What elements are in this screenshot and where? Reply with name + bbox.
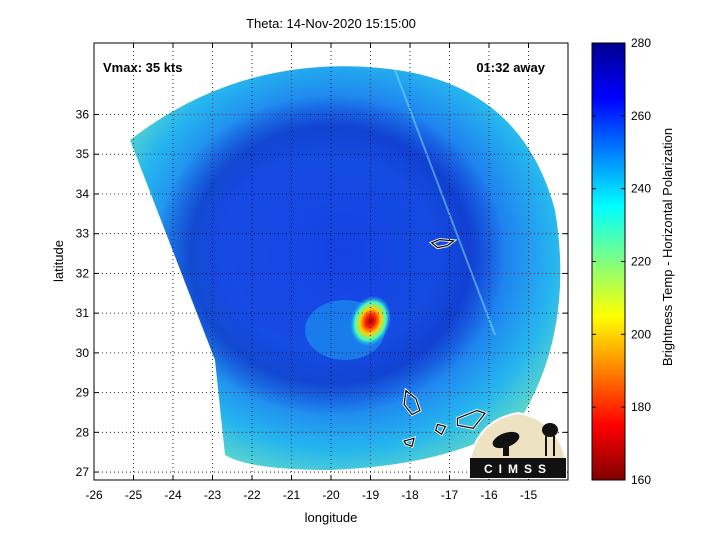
y-tick-label-29: 29 [76, 386, 90, 400]
vmax-annotation: Vmax: 35 kts [103, 60, 183, 75]
island-4 [456, 409, 486, 430]
x-tick-label-neg15: -15 [520, 488, 538, 502]
colorbar-tick-label-180: 180 [631, 400, 651, 414]
y-tick-label-32: 32 [76, 266, 90, 280]
water-tower-icon [542, 423, 558, 456]
x-tick-label-neg26: -26 [85, 488, 103, 502]
x-tick-label-neg20: -20 [322, 488, 340, 502]
x-tick-label-neg17: -17 [441, 488, 459, 502]
y-tick-label-27: 27 [76, 465, 90, 479]
x-tick-label-neg18: -18 [401, 488, 419, 502]
colorbar-tick-label-200: 200 [631, 327, 651, 341]
colorbar-tick-label-160: 160 [631, 473, 651, 487]
x-tick-label-neg21: -21 [283, 488, 301, 502]
y-tick-label-34: 34 [76, 187, 90, 201]
storm-core-mark [349, 295, 392, 347]
x-tick-label-neg23: -23 [204, 488, 222, 502]
colorbar-tick-label-220: 220 [631, 255, 651, 269]
colorbar-tick-label-260: 260 [631, 109, 651, 123]
y-axis-label: latitude [51, 240, 66, 282]
y-tick-label-36: 36 [76, 108, 90, 122]
colorbar-ticks: 160 180 200 220 240 260 280 [592, 36, 651, 487]
colorbar-label: Brightness Temp - Horizontal Polarizatio… [660, 128, 675, 366]
x-tick-label-neg25: -25 [125, 488, 143, 502]
x-axis-label: longitude [305, 510, 358, 525]
dish-icon [492, 431, 520, 456]
storm-core [349, 295, 392, 347]
y-tick-label-33: 33 [76, 227, 90, 241]
colorbar-gradient [591, 42, 626, 481]
x-tick-label-neg24: -24 [164, 488, 182, 502]
swath-image [130, 66, 561, 470]
coastlines [401, 238, 488, 449]
island-1 [430, 238, 456, 249]
plot-area: -26 -25 -24 -23 -22 -21 -20 -19 -18 -17 -16 -15 272… [76, 42, 569, 502]
x-tick-label-neg19: -19 [362, 488, 380, 502]
away-annotation: 01:32 away [476, 60, 545, 75]
x-tick-label-neg22: -22 [243, 488, 261, 502]
colorbar-tick-label-280: 280 [631, 36, 651, 50]
cimss-logo: CIMSS [469, 411, 567, 479]
x-axis: -26 -25 -24 -23 -22 -21 -20 -19 -18 -17 -16 -15 [85, 43, 537, 502]
logo-text: CIMSS [484, 462, 552, 476]
y-axis: 27 28 29 30 31 32 33 34 35 36 [76, 108, 568, 479]
chart-title: Theta: 14-Nov-2020 15:15:00 [246, 16, 416, 31]
y-tick-label-35: 35 [76, 147, 90, 161]
y-tick-label-31: 31 [76, 306, 90, 320]
island-5 [403, 437, 415, 447]
y-tick-label-30: 30 [76, 346, 90, 360]
colorbar: 160 180 200 220 240 260 280 Brightness Temp - … [591, 36, 675, 487]
colorbar-tick-label-240: 240 [631, 182, 651, 196]
island-3 [434, 423, 447, 436]
y-tick-label-28: 28 [76, 425, 90, 439]
island-2 [403, 389, 421, 416]
x-tick-label-neg16: -16 [480, 488, 498, 502]
grid [94, 43, 568, 480]
